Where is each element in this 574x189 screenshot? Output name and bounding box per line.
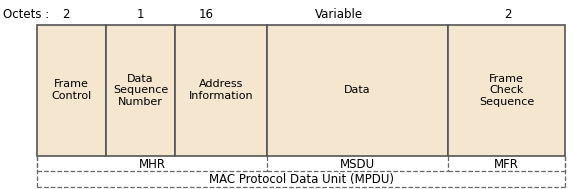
- Bar: [448, 25, 565, 156]
- Bar: [37, 25, 106, 156]
- Text: Octets :: Octets :: [3, 8, 49, 21]
- Text: MHR: MHR: [138, 158, 166, 171]
- Bar: [106, 25, 175, 156]
- Text: 2: 2: [504, 8, 512, 21]
- Text: Variable: Variable: [315, 8, 363, 21]
- Text: Frame
Control: Frame Control: [52, 79, 92, 101]
- Text: MSDU: MSDU: [340, 158, 375, 171]
- Text: Frame
Check
Sequence: Frame Check Sequence: [479, 74, 534, 107]
- Text: 2: 2: [62, 8, 70, 21]
- Text: MFR: MFR: [494, 158, 519, 171]
- Text: Address
Information: Address Information: [189, 79, 253, 101]
- Bar: [175, 25, 267, 156]
- Text: Data
Sequence
Number: Data Sequence Number: [113, 74, 168, 107]
- Text: 1: 1: [137, 8, 145, 21]
- Text: MAC Protocol Data Unit (MPDU): MAC Protocol Data Unit (MPDU): [209, 174, 394, 186]
- Text: 16: 16: [199, 8, 214, 21]
- Bar: [267, 25, 448, 156]
- Text: Data: Data: [344, 85, 371, 95]
